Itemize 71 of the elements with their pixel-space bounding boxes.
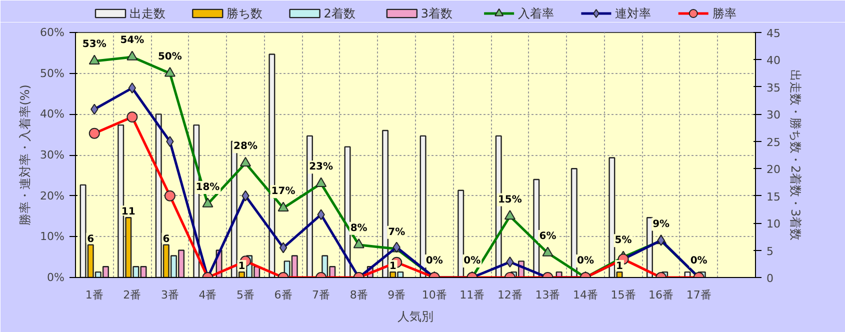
data-label: 53%: [82, 39, 106, 50]
y2-tick-label: 30: [766, 108, 780, 122]
x-tick-label: 4番: [198, 288, 217, 302]
legend-label: 連対率: [615, 6, 652, 20]
data-label: 50%: [158, 51, 182, 62]
x-tick-label: 3番: [160, 288, 179, 302]
y2-tick-label: 40: [766, 54, 780, 68]
y2-axis-title: 出走数・勝ち数・2着数・3着数: [788, 69, 802, 241]
y2-tick-label: 45: [766, 27, 780, 40]
y-tick-label: 20%: [40, 189, 65, 202]
legend-label: 出走数: [130, 6, 166, 20]
legend-label: 3着数: [420, 6, 453, 20]
y-tick-label: 30%: [40, 148, 65, 162]
bar: [420, 135, 426, 278]
y2-tick-label: 25: [766, 136, 780, 149]
y2-tick-label: 10: [766, 218, 780, 231]
x-tick-label: 12番: [497, 288, 522, 302]
data-label: 9%: [652, 218, 670, 230]
legend-label: 勝ち数: [226, 6, 263, 20]
x-tick-label: 6番: [274, 288, 292, 302]
data-label: 15%: [498, 194, 522, 206]
data-label: 7%: [388, 226, 406, 238]
y2-tick-label: 0: [766, 272, 774, 285]
data-label: 54%: [120, 35, 144, 46]
x-tick-label: 5番: [236, 288, 254, 302]
data-label: 11: [121, 206, 136, 218]
bar: [533, 178, 540, 278]
data-label: 6: [87, 234, 94, 245]
bar: [458, 190, 464, 278]
y2-tick-label: 15: [766, 190, 780, 204]
bar: [570, 168, 578, 278]
x-tick-label: 17番: [686, 288, 712, 302]
legend-label: 2着数: [324, 6, 356, 20]
x-tick-label: 8番: [350, 288, 368, 302]
x-axis-title: 人気別: [398, 310, 434, 324]
data-label: 17%: [271, 186, 296, 198]
x-tick-label: 10番: [422, 288, 447, 302]
data-label: 0%: [426, 256, 443, 266]
x-tick-label: 16番: [648, 288, 674, 302]
data-label: 1: [238, 261, 246, 272]
x-tick-label: 1番: [85, 288, 104, 302]
y-tick-label: 10%: [40, 230, 65, 244]
data-label: 0%: [690, 256, 708, 266]
y-tick-label: 0%: [47, 271, 64, 284]
x-tick-label: 15番: [610, 288, 636, 302]
y-tick-label: 50%: [40, 66, 65, 80]
x-tick-label: 11番: [460, 288, 485, 302]
data-label: 8%: [350, 222, 368, 234]
data-label: 1: [616, 261, 624, 272]
legend-label: 勝率: [712, 6, 736, 20]
data-label: 0%: [464, 256, 481, 266]
legend-label: 入着率: [518, 6, 554, 20]
data-label: 23%: [309, 162, 334, 173]
data-label: 1: [389, 261, 396, 272]
x-tick-label: 13番: [535, 288, 560, 302]
x-tick-label: 2番: [123, 288, 142, 302]
y2-tick-label: 20: [766, 163, 780, 176]
x-tick-label: 9番: [388, 288, 406, 302]
y2-tick-label: 35: [766, 81, 780, 94]
data-label: 0%: [577, 256, 594, 266]
y-axis-title: 勝率・連対率・入着率(%): [18, 84, 32, 226]
x-tick-label: 14番: [573, 288, 598, 302]
y2-tick-label: 5: [766, 244, 774, 258]
data-label: 28%: [234, 141, 258, 152]
y-tick-label: 60%: [40, 26, 65, 39]
data-label: 6: [162, 234, 170, 245]
y-tick-label: 40%: [40, 108, 65, 121]
data-label: 5%: [614, 235, 632, 246]
data-label: 6%: [539, 231, 556, 242]
data-label: 18%: [196, 182, 220, 193]
x-tick-label: 7番: [312, 288, 330, 302]
